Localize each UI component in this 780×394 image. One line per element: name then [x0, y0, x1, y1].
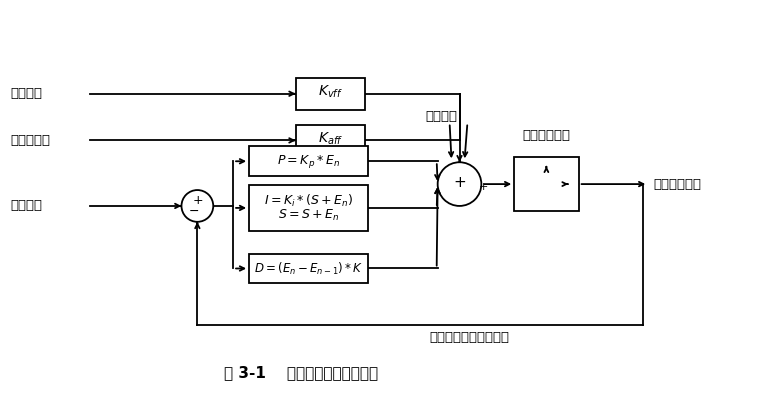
Bar [249, 254, 368, 283]
Text: +: + [479, 182, 488, 192]
Bar [249, 146, 368, 176]
Circle shape [438, 162, 481, 206]
Text: +: + [453, 175, 466, 190]
Text: 静差补偿: 静差补偿 [426, 110, 458, 123]
Text: $P=K_p*E_n$: $P=K_p*E_n$ [277, 153, 340, 170]
Bar [249, 185, 368, 231]
Circle shape [182, 190, 213, 222]
Text: 输出饱和控制: 输出饱和控制 [523, 129, 570, 142]
Text: 目标加速度: 目标加速度 [11, 134, 51, 147]
Bar [514, 157, 579, 211]
Text: $K_{aff}$: $K_{aff}$ [318, 130, 343, 147]
Text: $I=K_i*(S+E_n)$: $I=K_i*(S+E_n)$ [264, 193, 353, 209]
Bar [296, 125, 365, 156]
Text: 来自编码器的实际位置: 来自编码器的实际位置 [430, 331, 509, 344]
Text: $D=(E_n-E_{n-1})*K$: $D=(E_n-E_{n-1})*K$ [254, 260, 363, 277]
Text: −: − [189, 205, 200, 218]
Text: 目标位置: 目标位置 [11, 199, 43, 212]
Text: 电机控制输出: 电机控制输出 [653, 178, 701, 191]
Text: +: + [193, 195, 204, 208]
Text: $S=S+E_n$: $S=S+E_n$ [278, 208, 339, 223]
Bar [296, 78, 365, 110]
Text: 图 3-1    数字伺服滤波器原理图: 图 3-1 数字伺服滤波器原理图 [224, 365, 378, 380]
Text: 目标速度: 目标速度 [11, 87, 43, 100]
Text: $K_{vff}$: $K_{vff}$ [318, 84, 343, 100]
